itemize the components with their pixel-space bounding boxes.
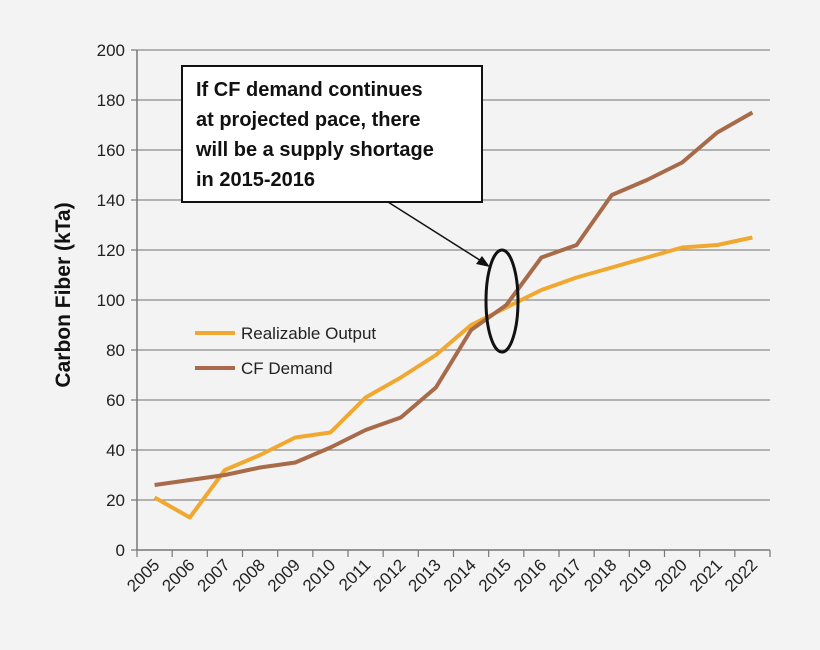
x-tick-label: 2021 bbox=[686, 555, 726, 595]
x-tick-label: 2015 bbox=[475, 555, 515, 595]
x-tick-label: 2007 bbox=[194, 555, 234, 595]
y-tick-label: 120 bbox=[97, 241, 125, 260]
series-lines bbox=[153, 110, 754, 520]
callout-arrowhead bbox=[476, 256, 490, 267]
x-tick-label: 2006 bbox=[158, 555, 198, 595]
y-tick-label: 160 bbox=[97, 141, 125, 160]
y-axis-ticks: 0 20 40 60 80 100 120 140 160 180 200 bbox=[97, 41, 137, 560]
callout-line-2: at projected pace, there bbox=[196, 109, 421, 131]
callout-box bbox=[181, 65, 483, 203]
x-tick-label: 2012 bbox=[369, 555, 409, 595]
y-tick-label: 180 bbox=[97, 91, 125, 110]
callout-arrow-line bbox=[387, 201, 487, 265]
y-tick-label: 80 bbox=[106, 341, 125, 360]
x-tick-label: 2018 bbox=[580, 555, 620, 595]
callout-line-1: If CF demand continues bbox=[196, 79, 423, 101]
callout-line-4: in 2015-2016 bbox=[196, 169, 315, 191]
legend: Realizable Output CF Demand bbox=[195, 324, 376, 378]
y-tick-label: 0 bbox=[116, 541, 125, 560]
x-tick-label: 2022 bbox=[721, 555, 761, 595]
callout-annotation: If CF demand continues at projected pace… bbox=[181, 65, 520, 354]
legend-label-cf-demand: CF Demand bbox=[241, 359, 333, 378]
y-tick-label: 200 bbox=[97, 41, 125, 60]
x-tick-label: 2013 bbox=[405, 555, 445, 595]
x-tick-label: 2009 bbox=[264, 555, 304, 595]
x-tick-label: 2005 bbox=[123, 555, 163, 595]
callout-line-3: will be a supply shortage bbox=[195, 139, 434, 161]
x-tick-label: 2010 bbox=[299, 555, 339, 595]
x-tick-label: 2011 bbox=[335, 555, 374, 594]
series-line-cf-demand bbox=[154, 110, 754, 487]
y-tick-label: 100 bbox=[97, 291, 125, 310]
y-tick-label: 60 bbox=[106, 391, 125, 410]
x-axis-ticks: 2005200620072008200920102011201220132014… bbox=[123, 550, 771, 596]
x-tick-label: 2020 bbox=[651, 555, 691, 595]
y-tick-label: 140 bbox=[97, 191, 125, 210]
x-tick-label: 2016 bbox=[510, 555, 550, 595]
y-tick-label: 40 bbox=[106, 441, 125, 460]
x-tick-label: 2017 bbox=[545, 555, 585, 595]
y-axis-title: Carbon Fiber (kTa) bbox=[52, 202, 75, 387]
x-tick-label: 2008 bbox=[229, 555, 269, 595]
x-tick-label: 2019 bbox=[616, 555, 656, 595]
series-line-realizable-output bbox=[153, 235, 753, 520]
legend-label-realizable-output: Realizable Output bbox=[241, 324, 376, 343]
y-tick-label: 20 bbox=[106, 491, 125, 510]
crossover-highlight-ellipse bbox=[484, 248, 520, 354]
x-tick-label: 2014 bbox=[440, 555, 480, 595]
